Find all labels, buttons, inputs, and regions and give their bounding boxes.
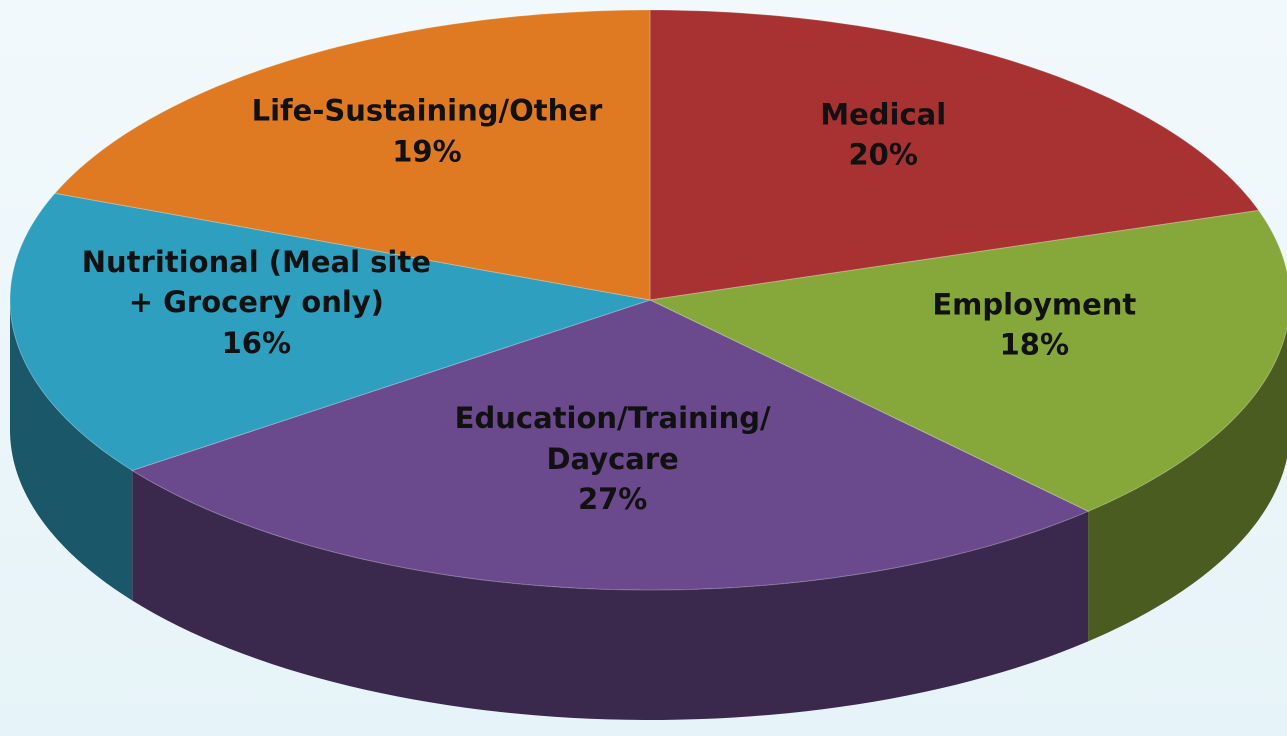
pie-slice <box>9 192 651 472</box>
category-label: Education/Training/Daycare <box>454 401 771 476</box>
slice-label: Medical 20% <box>703 94 1063 175</box>
slice-label: Education/Training/Daycare 27% <box>433 398 793 520</box>
category-label: Life-Sustaining/Other <box>251 93 603 128</box>
pie-slice <box>649 9 1260 301</box>
value-label: 18% <box>999 327 1070 362</box>
value-label: 27% <box>577 482 648 517</box>
value-label: 16% <box>221 325 292 360</box>
pie-slice-side <box>132 470 1089 720</box>
category-label: Medical <box>820 96 947 131</box>
pie-slice <box>131 299 1090 591</box>
pie-slice <box>53 9 651 301</box>
category-label: Nutritional (Meal site + Grocery only) <box>81 244 431 320</box>
slice-label: Nutritional (Meal site + Grocery only) 16… <box>76 242 436 364</box>
value-label: 19% <box>392 134 462 169</box>
category-label: Employment <box>932 287 1137 322</box>
slice-label: Employment 18% <box>854 284 1214 365</box>
value-label: 20% <box>848 137 918 172</box>
pie-slice-side <box>1088 328 1287 642</box>
slice-label: Life-Sustaining/Other 19% <box>247 91 607 172</box>
pie-slice-side <box>10 300 133 601</box>
pie-slice <box>648 209 1287 512</box>
